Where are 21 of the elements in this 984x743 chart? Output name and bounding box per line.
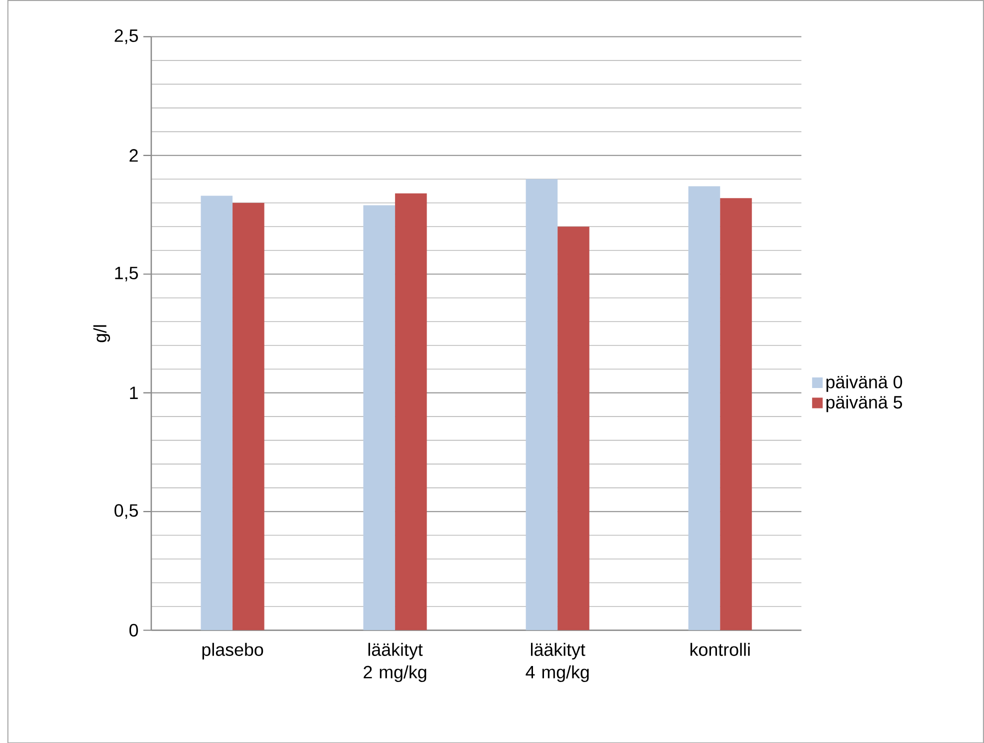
- y-tick-label: 2,5: [114, 29, 138, 44]
- y-tick-label: 2: [130, 148, 138, 162]
- bar: [200, 196, 233, 630]
- x-tick-label: lääkityt 2 mg/kg: [364, 642, 426, 682]
- x-tick-label: lääkityt 4 mg/kg: [526, 642, 589, 682]
- bar: [363, 205, 396, 630]
- legend-label: päivänä 0: [826, 375, 902, 392]
- bar: [526, 178, 558, 630]
- bar: [395, 193, 427, 630]
- x-tick-label: plasebo: [202, 642, 264, 660]
- y-axis-title: g/l: [93, 325, 110, 342]
- bar: [720, 198, 752, 630]
- bar: [558, 226, 590, 630]
- y-tick-label: 1: [130, 386, 138, 399]
- y-tick-label: 0: [129, 624, 138, 636]
- bar: [688, 186, 720, 630]
- legend-label: päivänä 5: [826, 395, 902, 412]
- y-tick-label: 1,5: [115, 266, 138, 282]
- x-tick-label: kontrolli: [690, 642, 750, 656]
- y-tick-label: 0,5: [114, 504, 138, 519]
- bar: [232, 202, 264, 630]
